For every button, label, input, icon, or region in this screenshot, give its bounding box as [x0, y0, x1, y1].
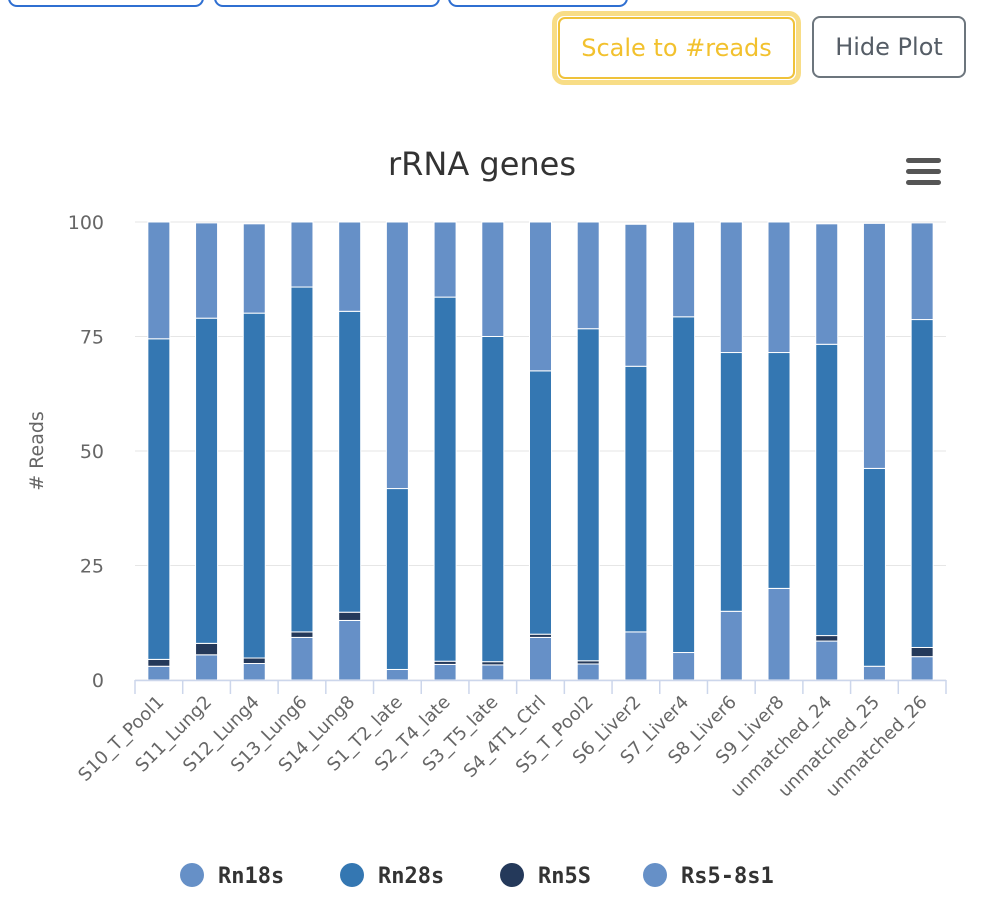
chart-title: rRNA genes [388, 145, 576, 183]
bar-segment-rn18s[interactable] [433, 221, 457, 298]
hide-plot-label: Hide Plot [835, 33, 943, 61]
bar-segment-rs5-8s1[interactable] [862, 665, 886, 681]
bar-segment-rn5s[interactable] [147, 658, 171, 667]
bar-segment-rs5-8s1[interactable] [481, 664, 505, 681]
bar-segment-rn18s[interactable] [338, 221, 362, 312]
bar-segment-rn18s[interactable] [290, 221, 314, 288]
bar-segment-rn18s[interactable] [910, 222, 934, 321]
bar-segment-rn18s[interactable] [576, 221, 600, 330]
bar-segment-rn28s[interactable] [290, 286, 314, 633]
bar-segment-rn5s[interactable] [910, 646, 934, 658]
bar-segment-rn28s[interactable] [719, 352, 743, 612]
bar-segment-rn5s[interactable] [242, 657, 266, 665]
y-tick-label: 50 [80, 441, 104, 463]
bar-segment-rn28s[interactable] [862, 467, 886, 667]
chart: 0 25 50 75 100 S10_T_Pool1S11_Lung2S12_Lung4… [26, 145, 947, 889]
bar-segment-rn28s[interactable] [576, 328, 600, 662]
legend-marker-rs5-8s1[interactable] [643, 863, 667, 887]
bar-segment-rn18s[interactable] [862, 222, 886, 469]
tab-stub-2[interactable] [214, 0, 440, 7]
bar-segment-rs5-8s1[interactable] [529, 636, 552, 681]
bar-segment-rs5-8s1[interactable] [433, 663, 457, 681]
bar-segment-rs5-8s1[interactable] [338, 619, 362, 681]
hide-plot-button[interactable]: Hide Plot [812, 16, 966, 78]
bar-segment-rn18s[interactable] [147, 221, 171, 340]
bar-segment-rs5-8s1[interactable] [767, 587, 791, 681]
bar-segment-rn18s[interactable] [385, 221, 409, 490]
legend-label-rs5-8s1[interactable]: Rs5-8s1 [681, 864, 774, 889]
bar-segment-rn28s[interactable] [815, 343, 839, 637]
legend-marker-rn28s[interactable] [340, 863, 364, 887]
bar-segment-rs5-8s1[interactable] [290, 636, 314, 681]
bar-segment-rn18s[interactable] [672, 221, 696, 318]
x-axis [134, 679, 947, 694]
x-axis-ticks: S10_T_Pool1S11_Lung2S12_Lung4S13_Lung6S1… [74, 692, 931, 802]
bar-segment-rn28s[interactable] [481, 336, 505, 663]
legend: Rn18s Rn28s Rn5S Rs5-8s1 [180, 863, 774, 889]
legend-label-rn18s[interactable]: Rn18s [218, 864, 284, 889]
bar-segment-rs5-8s1[interactable] [672, 652, 696, 681]
y-tick-label: 100 [68, 212, 104, 234]
bar-segment-rn5s[interactable] [290, 631, 314, 638]
bar-segment-rn18s[interactable] [481, 221, 505, 337]
bar-segment-rn18s[interactable] [815, 223, 839, 345]
tab-stub-1[interactable] [8, 0, 204, 7]
bar-segment-rs5-8s1[interactable] [147, 665, 171, 681]
bar-segment-rn5s[interactable] [815, 635, 839, 642]
menu-icon[interactable] [906, 158, 941, 185]
bar-segment-rs5-8s1[interactable] [815, 640, 839, 681]
y-tick-label: 0 [92, 670, 104, 692]
bar-segment-rn28s[interactable] [433, 296, 457, 662]
bars [147, 221, 934, 681]
y-tick-label: 75 [80, 327, 104, 349]
bar-segment-rn28s[interactable] [385, 488, 409, 670]
bar-segment-rs5-8s1[interactable] [195, 654, 219, 681]
scale-to-reads-button[interactable]: Scale to #reads [552, 11, 801, 85]
bar-segment-rs5-8s1[interactable] [910, 656, 934, 681]
bar-segment-rs5-8s1[interactable] [385, 668, 409, 681]
y-tick-label: 25 [80, 556, 104, 578]
y-axis-label: # Reads [26, 411, 48, 491]
bar-segment-rn28s[interactable] [195, 317, 219, 644]
bar-segment-rn28s[interactable] [529, 370, 552, 635]
scale-to-reads-label: Scale to #reads [581, 34, 772, 62]
bar-segment-rn28s[interactable] [624, 365, 648, 633]
legend-marker-rn18s[interactable] [180, 863, 204, 887]
bar-segment-rn28s[interactable] [910, 319, 934, 648]
bar-segment-rn18s[interactable] [195, 222, 219, 319]
y-axis-ticks: 0 25 50 75 100 [68, 212, 104, 692]
bar-segment-rn18s[interactable] [242, 223, 266, 314]
bar-segment-rn18s[interactable] [529, 221, 552, 372]
bar-segment-rn28s[interactable] [242, 312, 266, 659]
legend-marker-rn5s[interactable] [500, 863, 524, 887]
tab-stub-3[interactable] [448, 0, 628, 7]
bar-segment-rn28s[interactable] [767, 352, 791, 589]
bar-segment-rn28s[interactable] [338, 310, 362, 613]
bar-segment-rn5s[interactable] [338, 611, 362, 621]
bar-segment-rs5-8s1[interactable] [576, 663, 600, 681]
bar-segment-rs5-8s1[interactable] [242, 663, 266, 681]
bar-segment-rn18s[interactable] [624, 223, 648, 367]
bar-segment-rn18s[interactable] [719, 221, 743, 354]
legend-label-rn5s[interactable]: Rn5S [538, 864, 591, 889]
bar-segment-rn28s[interactable] [147, 338, 171, 660]
bar-segment-rs5-8s1[interactable] [719, 610, 743, 681]
legend-label-rn28s[interactable]: Rn28s [378, 864, 444, 889]
bar-segment-rn5s[interactable] [195, 642, 219, 656]
bar-segment-rn18s[interactable] [767, 221, 791, 354]
bar-segment-rs5-8s1[interactable] [624, 631, 648, 681]
bar-segment-rn28s[interactable] [672, 316, 696, 654]
